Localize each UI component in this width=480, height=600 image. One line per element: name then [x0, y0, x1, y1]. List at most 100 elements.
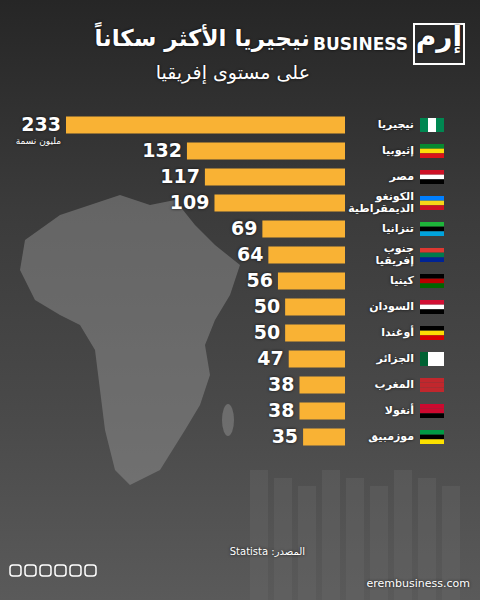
social-icon — [70, 565, 81, 576]
bar — [299, 403, 345, 420]
bar — [268, 247, 345, 264]
social-icon — [10, 565, 21, 576]
flag — [436, 352, 444, 366]
category-label: موزمبيق — [348, 431, 414, 443]
category-label: أنغولا — [348, 405, 414, 417]
flag — [420, 170, 444, 175]
flag — [420, 196, 444, 201]
data-label: 109 — [170, 192, 210, 213]
flag — [428, 118, 436, 132]
category-label: جنوب إفريقيا — [348, 243, 414, 267]
flag — [420, 335, 444, 340]
flag — [420, 274, 444, 279]
category-label: أوغندا — [348, 327, 414, 339]
bar — [285, 325, 345, 342]
data-label: 117 — [160, 166, 200, 187]
social-icon — [25, 565, 36, 576]
flag — [420, 222, 444, 227]
data-label: 64 — [237, 244, 263, 265]
bar — [289, 351, 345, 368]
background-building — [250, 470, 268, 600]
flag — [420, 387, 444, 392]
data-label: 132 — [142, 140, 182, 161]
logo: إرم — [416, 22, 462, 53]
flag — [420, 248, 444, 253]
social-icon — [85, 565, 96, 576]
category-label: كينيا — [348, 275, 414, 287]
bar — [66, 117, 345, 134]
data-label: 50 — [254, 296, 280, 317]
flag — [420, 383, 444, 388]
flag — [436, 118, 444, 132]
flag — [420, 279, 444, 284]
flag — [420, 430, 444, 435]
data-label: 47 — [257, 348, 283, 369]
bar — [278, 273, 345, 290]
bar — [303, 429, 345, 446]
flag — [420, 439, 444, 444]
subtitle: على مستوى إفريقيا — [156, 62, 310, 83]
flag — [420, 435, 444, 440]
flag — [420, 309, 444, 314]
bar — [205, 169, 345, 186]
category-label: السودان — [348, 301, 414, 313]
flag — [420, 175, 444, 180]
bar — [285, 299, 345, 316]
flag — [420, 404, 444, 409]
flag — [420, 413, 444, 418]
flag — [420, 352, 428, 366]
category-label: تنزانيا — [348, 223, 414, 235]
source: المصدر: Statista — [230, 546, 305, 557]
category-label: الجزائر — [348, 353, 414, 365]
flag — [428, 352, 436, 366]
data-label: 38 — [268, 374, 294, 395]
background-building — [322, 470, 340, 600]
data-label: 50 — [254, 322, 280, 343]
flag — [420, 378, 444, 383]
category-label: نيجيريا — [348, 119, 414, 131]
flag — [420, 149, 444, 154]
bar — [262, 221, 345, 238]
flag — [420, 326, 444, 331]
flag — [420, 253, 444, 258]
data-label: 233 — [21, 114, 61, 135]
background-building — [346, 478, 364, 600]
madagascar — [222, 404, 234, 436]
flag — [420, 305, 444, 310]
page: إرم BUSINESSنيجيريا الأكثر سكاناً على مستو… — [0, 0, 480, 600]
category-label: مصر — [348, 171, 414, 183]
flag — [420, 283, 444, 288]
bar — [187, 143, 345, 160]
social-icon — [40, 565, 51, 576]
brand: BUSINESS — [313, 35, 408, 54]
website: erembusiness.com — [367, 578, 470, 590]
bars — [66, 117, 345, 446]
category-label: الكونغو الديمقراطية — [348, 191, 414, 215]
flag — [420, 179, 444, 184]
flag — [420, 409, 444, 414]
data-label: 35 — [272, 426, 298, 447]
category-label: المغرب — [348, 379, 414, 391]
flag — [420, 205, 444, 210]
unit-label: مليون نسمة — [16, 137, 61, 147]
flag — [420, 153, 444, 158]
background-building — [274, 478, 292, 600]
flag — [420, 118, 428, 132]
bar — [214, 195, 345, 212]
flag — [420, 300, 444, 305]
bar — [299, 377, 345, 394]
social-icon — [55, 565, 66, 576]
data-label: 56 — [247, 270, 273, 291]
data-label: 69 — [231, 218, 257, 239]
data-label: 38 — [268, 400, 294, 421]
background-building — [298, 486, 316, 600]
flag — [420, 331, 444, 336]
flag — [420, 227, 444, 232]
flag — [420, 144, 444, 149]
title: نيجيريا الأكثر سكاناً — [94, 26, 310, 51]
flag — [420, 231, 444, 236]
africa-map — [20, 195, 240, 485]
flag — [420, 257, 444, 262]
category-label: إثيوبيا — [348, 145, 414, 157]
flag — [420, 201, 444, 206]
